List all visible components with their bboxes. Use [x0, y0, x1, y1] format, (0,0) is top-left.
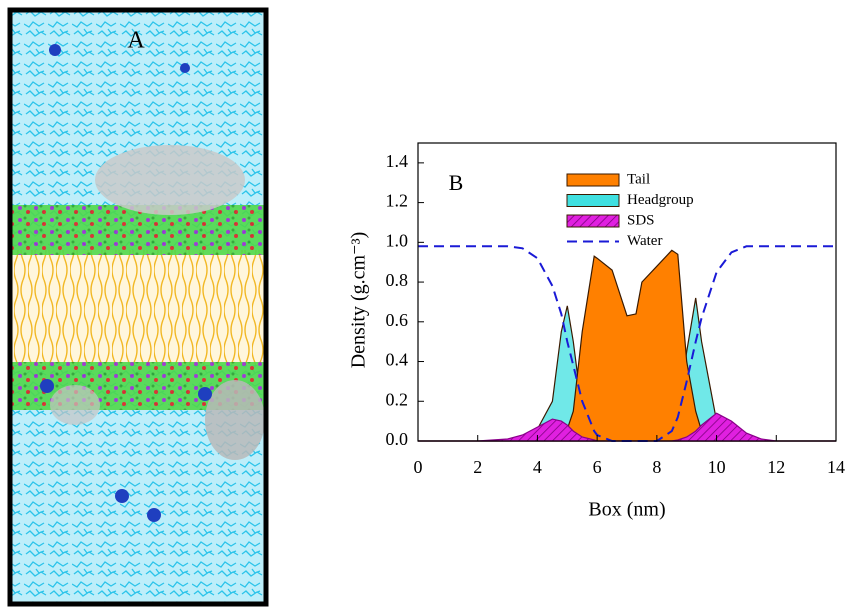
x-tick-label: 2	[473, 457, 482, 477]
x-tick-label: 12	[767, 457, 785, 477]
x-tick-label: 0	[414, 457, 423, 477]
legend-label: Water	[627, 233, 662, 249]
panel-label: A	[127, 28, 145, 54]
y-tick-label: 1.0	[386, 230, 409, 250]
legend-label: SDS	[627, 212, 655, 228]
legend-label: Headgroup	[627, 192, 694, 208]
y-tick-label: 1.4	[386, 151, 409, 171]
legend-swatch	[566, 214, 620, 228]
y-tick-label: 0.8	[386, 270, 409, 290]
x-axis-label: Box (nm)	[588, 499, 665, 521]
density-chart: 0.0 0.2 0.4 0.6 0.8 1.0 1.2 1.4 0 2 4 6 8 10 12 14 Box (…	[348, 142, 845, 521]
panel-label: B	[449, 170, 464, 195]
x-tick-label: 6	[593, 457, 602, 477]
x-tick-label: 14	[827, 457, 845, 477]
y-tick-label: 0.6	[386, 310, 409, 330]
plot-frame	[417, 142, 837, 442]
y-tick-label: 0.0	[386, 429, 409, 449]
legend-swatch	[566, 173, 620, 187]
series-area	[418, 249, 836, 442]
simulation-snapshot: A	[7, 7, 269, 607]
y-axis-label: Density (g.cm⁻³)	[348, 232, 370, 369]
y-tick-label: 1.2	[386, 191, 409, 211]
x-tick-label: 4	[533, 457, 542, 477]
y-tick-label: 0.2	[386, 389, 409, 409]
legend-swatch	[566, 194, 620, 207]
legend-label: Tail	[627, 171, 650, 187]
y-tick-label: 0.4	[386, 350, 409, 370]
x-tick-label: 8	[652, 457, 661, 477]
x-tick-label: 10	[708, 457, 726, 477]
